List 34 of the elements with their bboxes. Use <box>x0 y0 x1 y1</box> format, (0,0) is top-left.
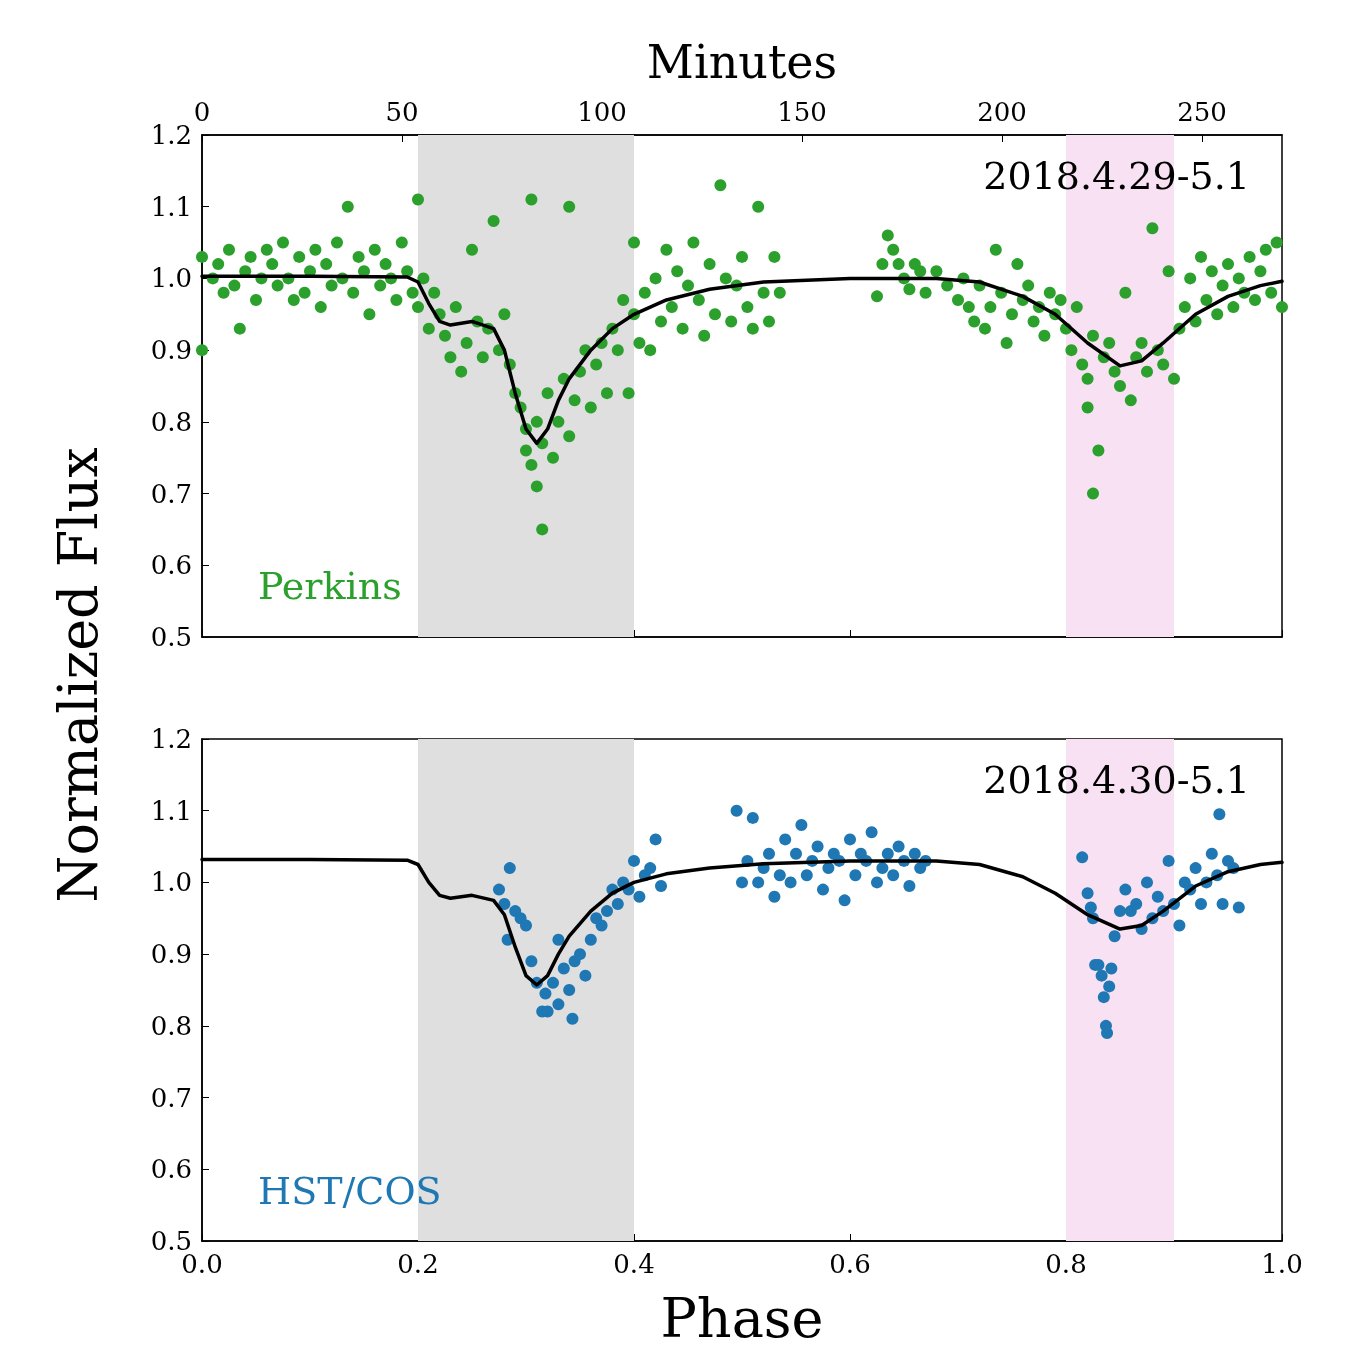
y-tick-label: 0.9 <box>150 335 192 366</box>
annotation: 2018.4.29-5.1 <box>983 154 1250 198</box>
x2-tick-label: 150 <box>777 97 827 127</box>
text: Perkins <box>258 564 402 608</box>
x2-tick-label: 0 <box>193 97 211 127</box>
y-tick-label: 1.0 <box>150 867 192 898</box>
text: HST/COS <box>258 1169 442 1213</box>
x-tick-label: 1.0 <box>1261 1249 1303 1279</box>
annotation: 2018.4.30-5.1 <box>983 758 1250 802</box>
x2-tick-label: 50 <box>385 97 419 127</box>
y-tick-label: 0.6 <box>150 1154 192 1185</box>
y-axis-title: Normalized Flux <box>46 447 110 903</box>
y-tick-label: 0.7 <box>150 1082 192 1113</box>
y-tick-label: 1.1 <box>150 795 192 826</box>
x-tick-label: 0.2 <box>397 1249 439 1279</box>
y-tick-label: 1.0 <box>150 263 192 294</box>
x-axis-title: Phase <box>660 1286 824 1350</box>
x-tick-label: 0.0 <box>181 1249 223 1279</box>
y-tick-label: 0.9 <box>150 939 192 970</box>
y-tick-label: 0.8 <box>150 1010 192 1041</box>
y-tick-label: 0.5 <box>150 622 192 652</box>
y-tick-label: 1.1 <box>150 191 192 222</box>
y-tick-label: 1.2 <box>150 724 192 754</box>
x2-tick-label: 100 <box>577 97 627 127</box>
x-tick-label: 0.8 <box>1045 1249 1087 1279</box>
y-tick-label: 1.2 <box>150 120 192 150</box>
x2-tick-label: 250 <box>1177 97 1227 127</box>
y-tick-label: 0.7 <box>150 478 192 509</box>
y-tick-label: 0.6 <box>150 550 192 581</box>
x-tick-label: 0.4 <box>613 1249 655 1279</box>
x2-axis-title: Minutes <box>646 35 838 89</box>
y-tick-label: 0.8 <box>150 406 192 437</box>
x2-tick-label: 200 <box>977 97 1027 127</box>
x-tick-label: 0.6 <box>829 1249 871 1279</box>
